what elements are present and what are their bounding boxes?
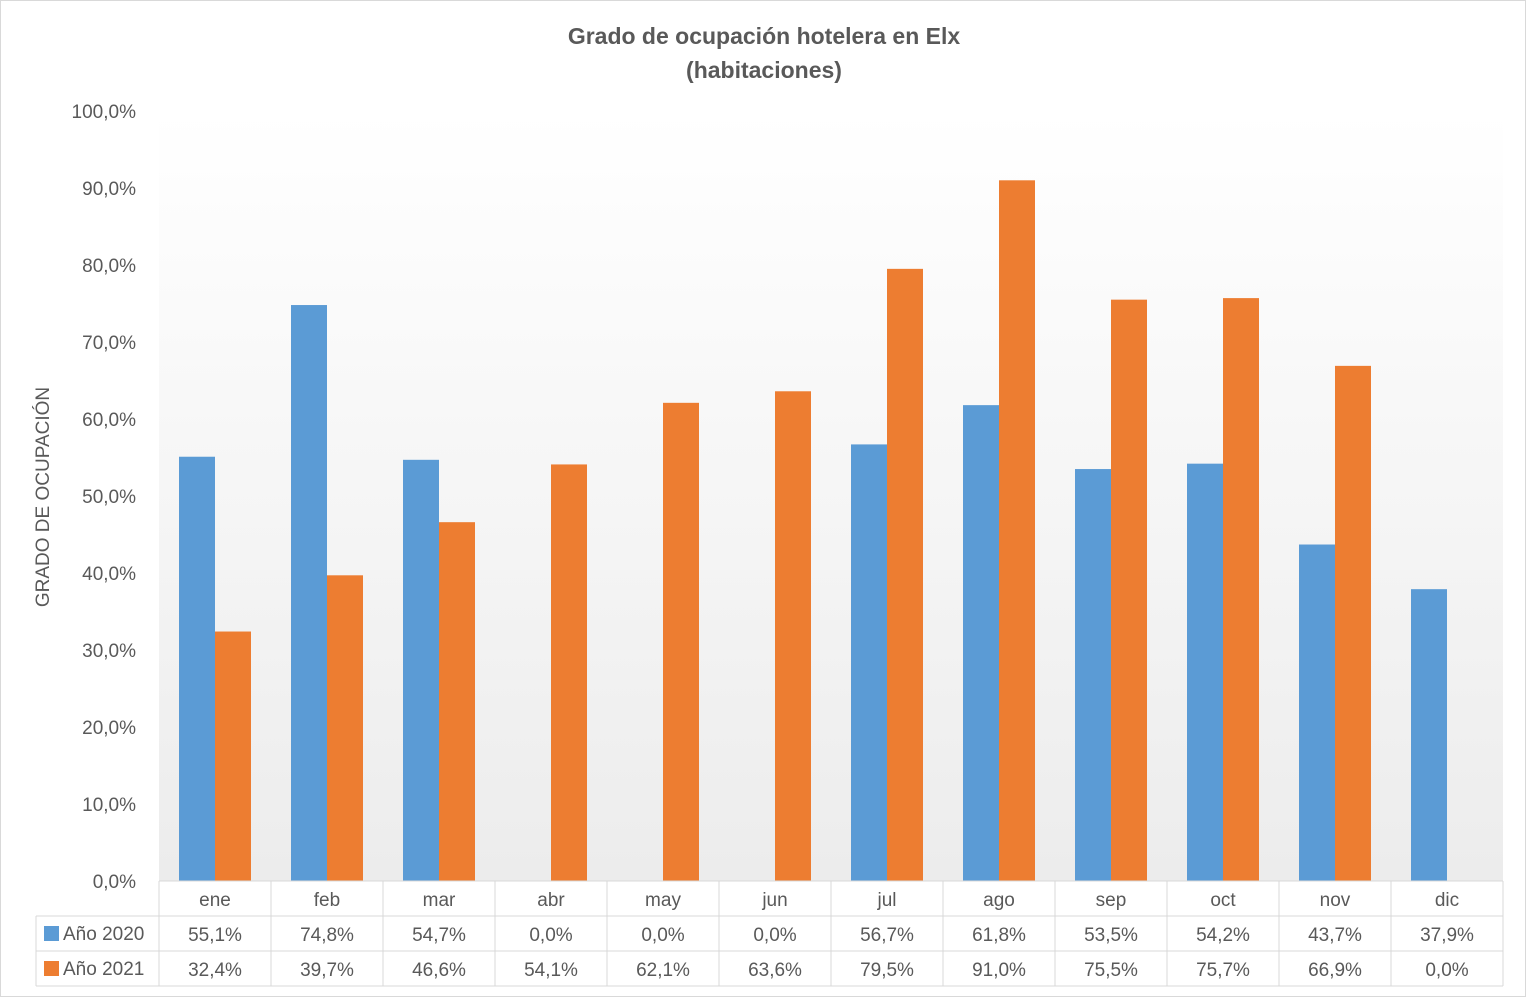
data-label: 66,9%	[1308, 960, 1362, 981]
y-tick-label: 70,0%	[82, 333, 136, 354]
data-label: 0,0%	[641, 925, 684, 946]
data-label: 54,7%	[412, 925, 466, 946]
x-tick-label: ago	[983, 890, 1015, 911]
bar	[179, 456, 215, 881]
x-tick-label: abr	[537, 890, 565, 911]
legend-label: Año 2020	[63, 924, 144, 945]
data-label: 54,1%	[524, 960, 578, 981]
data-label: 74,8%	[300, 925, 354, 946]
bar	[439, 522, 475, 881]
chart-subtitle: (habitaciones)	[686, 57, 842, 83]
bar	[1299, 544, 1335, 881]
x-tick-label: jul	[876, 890, 896, 911]
data-label: 32,4%	[188, 960, 242, 981]
y-tick-label: 20,0%	[82, 718, 136, 739]
bar	[887, 268, 923, 882]
bar	[1223, 298, 1259, 881]
legend-swatch	[44, 961, 59, 976]
data-label: 46,6%	[412, 960, 466, 981]
y-axis-title: GRADO DE OCUPACIÓN	[32, 387, 54, 607]
x-tick-label: feb	[314, 890, 340, 911]
bar	[851, 444, 887, 881]
bar	[551, 464, 587, 881]
y-tick-label: 80,0%	[82, 256, 136, 277]
y-tick-label: 40,0%	[82, 564, 136, 585]
bar	[663, 402, 699, 881]
data-label: 54,2%	[1196, 925, 1250, 946]
bar	[1111, 299, 1147, 881]
legend-swatch	[44, 926, 59, 941]
bar	[1335, 365, 1371, 881]
bar	[291, 305, 327, 881]
x-tick-label: nov	[1320, 890, 1351, 911]
x-tick-label: mar	[423, 890, 456, 911]
bar-group	[179, 180, 1447, 882]
bar	[963, 405, 999, 881]
data-label: 0,0%	[753, 925, 796, 946]
x-tick-label: jun	[761, 890, 787, 911]
y-tick-label: 0,0%	[93, 872, 136, 893]
bar	[1411, 589, 1447, 881]
bar	[327, 575, 363, 881]
bar	[999, 180, 1035, 882]
data-label: 37,9%	[1420, 925, 1474, 946]
bar	[403, 459, 439, 881]
data-label: 39,7%	[300, 960, 354, 981]
data-label: 55,1%	[188, 925, 242, 946]
x-tick-label: sep	[1096, 890, 1127, 911]
bar	[1075, 469, 1111, 881]
bar	[215, 631, 251, 881]
x-tick-label: dic	[1435, 890, 1459, 911]
data-label: 61,8%	[972, 925, 1026, 946]
data-label: 63,6%	[748, 960, 802, 981]
y-axis-ticks: 0,0% 10,0% 20,0% 30,0% 40,0% 50,0% 60,0% 70,0% 8…	[72, 102, 137, 893]
data-label: 56,7%	[860, 925, 914, 946]
data-label: 75,5%	[1084, 960, 1138, 981]
y-tick-label: 100,0%	[72, 102, 137, 123]
data-label: 43,7%	[1308, 925, 1362, 946]
data-label: 91,0%	[972, 960, 1026, 981]
y-tick-label: 60,0%	[82, 410, 136, 431]
data-label: 53,5%	[1084, 925, 1138, 946]
legend-label: Año 2021	[63, 959, 144, 980]
x-tick-label: may	[645, 890, 681, 911]
bar	[1187, 463, 1223, 881]
bar	[775, 391, 811, 881]
data-label: 75,7%	[1196, 960, 1250, 981]
data-label: 62,1%	[636, 960, 690, 981]
data-label: 0,0%	[1425, 960, 1468, 981]
y-tick-label: 90,0%	[82, 179, 136, 200]
data-label: 79,5%	[860, 960, 914, 981]
y-tick-label: 30,0%	[82, 641, 136, 662]
chart-title: Grado de ocupación hotelera en Elx	[567, 23, 961, 49]
x-tick-label: ene	[199, 890, 231, 911]
y-tick-label: 10,0%	[82, 795, 136, 816]
x-tick-label: oct	[1210, 890, 1236, 911]
y-tick-label: 50,0%	[82, 487, 136, 508]
data-label: 0,0%	[529, 925, 572, 946]
data-table: ene feb mar abr may jun jul ago sep oct nov dic Año …	[35, 880, 1504, 987]
plot-area	[159, 111, 1503, 881]
